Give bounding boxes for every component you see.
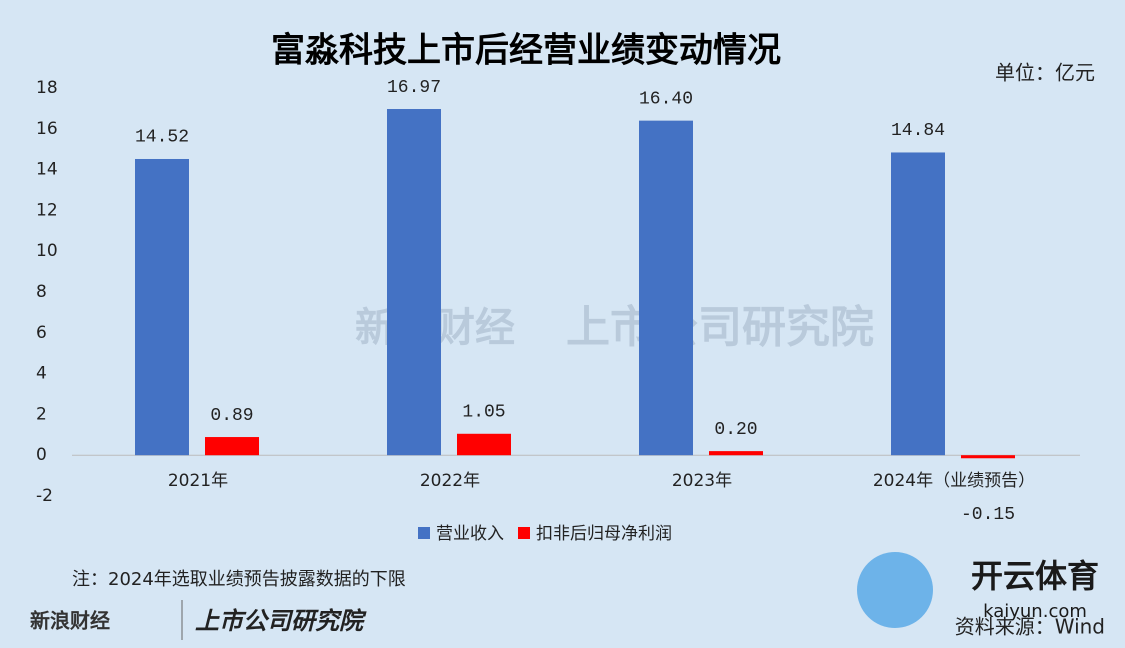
- unit-label: 单位：亿元: [995, 61, 1095, 85]
- y-tick-label: 16: [36, 119, 58, 139]
- legend-swatch: [418, 527, 430, 539]
- y-tick-label: 4: [36, 364, 47, 384]
- y-tick-label: 6: [36, 323, 47, 343]
- y-tick-label: 12: [36, 200, 58, 220]
- data-label: 14.52: [135, 128, 189, 148]
- bar: [205, 437, 259, 456]
- x-tick-label: 2022年: [420, 471, 480, 491]
- y-tick-label: 10: [36, 241, 58, 261]
- watermark: 上市公司研究院: [566, 302, 874, 353]
- chart-title: 富淼科技上市后经营业绩变动情况: [271, 31, 781, 71]
- data-label: 0.20: [714, 420, 757, 440]
- bar: [135, 158, 189, 456]
- bar: [457, 433, 511, 456]
- data-label: 16.40: [639, 89, 693, 109]
- x-tick-label: 2023年: [672, 471, 732, 491]
- watermark: kaiyun.com: [983, 601, 1087, 622]
- data-label: 14.84: [891, 121, 945, 141]
- y-tick-label: 2: [36, 404, 47, 424]
- y-tick-label: 18: [36, 78, 58, 98]
- y-tick-label: -2: [36, 486, 53, 506]
- bar: [639, 120, 693, 456]
- legend-label: 营业收入: [436, 524, 504, 544]
- logo-text: 新浪财经: [30, 609, 110, 633]
- y-tick-label: 14: [36, 160, 58, 180]
- bar: [709, 451, 763, 456]
- data-label: 16.97: [387, 78, 441, 98]
- legend: 营业收入 扣非后归母净利润: [418, 524, 672, 544]
- logo-text: 上市公司研究院: [195, 607, 367, 635]
- footnote: 注：2024年选取业绩预告披露数据的下限: [72, 569, 406, 590]
- bar: [891, 152, 945, 456]
- y-tick-label: 0: [36, 445, 47, 465]
- x-tick-label: 2021年: [168, 471, 228, 491]
- legend-label: 扣非后归母净利润: [536, 524, 672, 544]
- source: 资料来源：Wind: [955, 615, 1105, 639]
- legend-swatch: [518, 527, 530, 539]
- data-label: 0.89: [210, 406, 253, 426]
- data-label: -0.15: [961, 505, 1015, 525]
- bar: [961, 455, 1015, 459]
- watermark-logo: [857, 552, 933, 628]
- y-tick-label: 8: [36, 282, 47, 302]
- bar: [387, 109, 441, 456]
- watermark: 开云体育: [971, 557, 1099, 595]
- data-label: 1.05: [462, 403, 505, 423]
- x-tick-label: 2024年（业绩预告）: [873, 471, 1035, 491]
